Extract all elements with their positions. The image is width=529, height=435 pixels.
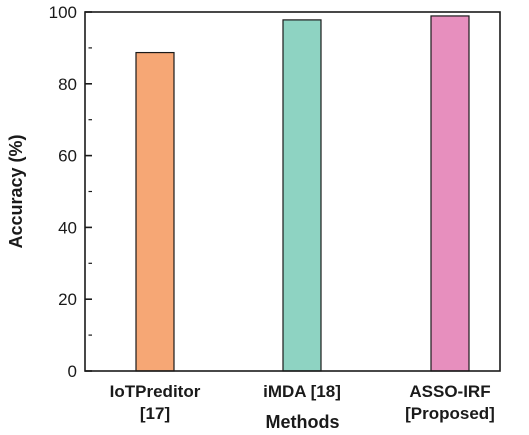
bar bbox=[282, 19, 322, 372]
plot-frame bbox=[84, 11, 501, 372]
x-axis-title: Methods bbox=[266, 412, 340, 432]
bar bbox=[135, 51, 175, 372]
y-tick-label: 60 bbox=[58, 147, 77, 166]
y-tick-label: 0 bbox=[68, 362, 77, 381]
x-axis-category-labels: IoTPreditor [17] iMDA [18] ASSO-IRF [Propose… bbox=[110, 382, 495, 423]
bar bbox=[430, 15, 470, 372]
y-axis-title: Accuracy (%) bbox=[6, 134, 26, 248]
y-tick-label: 20 bbox=[58, 290, 77, 309]
bars bbox=[135, 15, 470, 372]
y-tick-label: 100 bbox=[49, 3, 77, 22]
x-tick-label: IoTPreditor [17] bbox=[110, 382, 201, 423]
y-axis-ticks: 0 20 40 60 80 100 bbox=[49, 3, 92, 381]
x-tick-label: ASSO-IRF [Proposed] bbox=[405, 382, 495, 423]
x-tick-label: iMDA [18] bbox=[263, 382, 341, 401]
y-tick-label: 40 bbox=[58, 218, 77, 237]
y-tick-label: 80 bbox=[58, 75, 77, 94]
